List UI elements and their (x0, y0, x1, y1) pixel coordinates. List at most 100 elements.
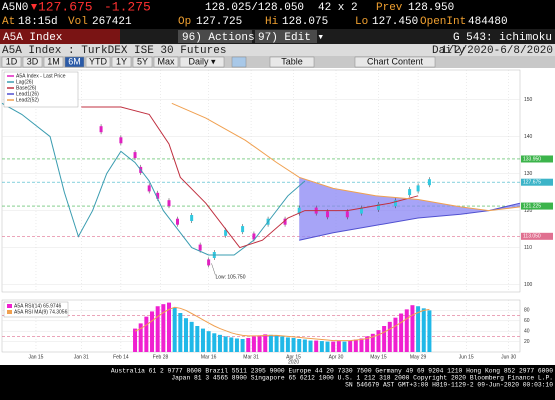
y-tick-label: 40 (524, 329, 530, 335)
histogram-bar (195, 326, 200, 352)
histogram-bar (178, 313, 183, 352)
histogram-bar (161, 304, 166, 352)
series-line (171, 102, 521, 212)
candle-body (241, 226, 245, 233)
histogram-bar (308, 340, 313, 352)
histogram-bar (319, 341, 324, 352)
level-label: 127.675 (523, 180, 541, 186)
histogram-bar (133, 328, 138, 352)
stat-label: Op (178, 16, 191, 28)
candle-body (326, 211, 330, 218)
legend-label: Lead1(26) (16, 91, 39, 97)
stat-label: Hi (265, 16, 279, 28)
range-label: 1D (6, 56, 18, 66)
table-button[interactable] (269, 56, 315, 68)
histogram-bar (353, 339, 358, 352)
prev-label: Prev (376, 2, 403, 14)
ichimoku-cloud (299, 177, 520, 241)
candle-body (224, 229, 228, 236)
range-label: 1M (47, 56, 60, 66)
candle-body (427, 179, 431, 186)
footer: Australia 61 2 9777 8600 Brazil 5511 239… (111, 368, 553, 389)
stat-value: 18:15d (18, 16, 58, 28)
actions-label: 96) Actions ▾ (182, 32, 268, 44)
histogram-bar (331, 341, 336, 352)
histogram-bar (302, 339, 307, 352)
x-tick-label: Mar 31 (243, 354, 259, 360)
histogram-bar (206, 331, 211, 352)
mode-button[interactable] (231, 56, 247, 68)
candle-body (133, 152, 137, 159)
histogram-bar (217, 334, 222, 352)
footer-line: SN 546679 AST GMT+3:00 H819-1129-2 09-Ju… (345, 382, 553, 389)
ticker: A5N0 (2, 2, 28, 14)
candle-body (376, 203, 380, 210)
stat-value: 128.075 (282, 16, 328, 28)
stat-label: At (2, 16, 15, 28)
range-button[interactable] (111, 56, 132, 68)
y-tick-label: 120 (524, 208, 533, 214)
level-tag (521, 155, 553, 163)
stat-label: Lo (355, 16, 368, 28)
range-label: Max (157, 56, 175, 66)
candle-body (198, 244, 202, 251)
histogram-bar (342, 341, 347, 352)
level-label: 113.050 (523, 234, 541, 240)
histogram-bar (167, 302, 172, 352)
range-label: 3D (27, 56, 39, 66)
range-button[interactable] (43, 56, 64, 68)
series-line (1, 102, 306, 256)
histogram-bar (263, 334, 268, 352)
x-tick-label: Jan 15 (28, 354, 43, 360)
candle-body (393, 200, 397, 207)
histogram-bar (297, 339, 302, 352)
histogram-bar (359, 338, 364, 352)
candle-body (175, 218, 179, 225)
actions-button[interactable] (178, 30, 252, 43)
edit-button[interactable] (255, 30, 317, 43)
legend-label: Lead2(52) (16, 97, 39, 103)
candle-body (147, 185, 151, 192)
histogram-bar (410, 305, 415, 352)
candle-body (297, 207, 301, 214)
range-button[interactable] (85, 56, 111, 68)
histogram-bar (223, 336, 228, 352)
security: A5A Index (3, 32, 63, 44)
range-button[interactable] (132, 56, 153, 68)
candle-body (359, 207, 363, 214)
stat-value: 127.450 (372, 16, 418, 28)
histogram-bar (257, 335, 262, 352)
candle-body (345, 211, 349, 218)
level-label: 133.950 (523, 156, 541, 162)
down-arrow (31, 4, 37, 10)
level-tag (521, 232, 553, 240)
x-year-label: 2020 (288, 359, 299, 365)
histogram-bar (229, 337, 234, 352)
legend-box (3, 71, 79, 108)
security-box[interactable] (0, 29, 120, 44)
edit-label: 97) Edit ▾ (258, 32, 324, 44)
chart-content-button[interactable] (354, 56, 436, 68)
range-button[interactable] (1, 56, 22, 68)
histogram-bar (246, 337, 251, 352)
candle-body (252, 233, 256, 240)
stat-label: Vol (68, 16, 88, 28)
histogram-bar (138, 323, 143, 352)
range-button[interactable] (64, 56, 85, 68)
histogram-bar (393, 317, 398, 352)
title-bar (0, 44, 555, 56)
range-button[interactable] (153, 56, 179, 68)
range-button[interactable] (179, 56, 225, 68)
panel-frame (1, 69, 521, 293)
date-range: 1/2/2020-6/8/2020 (441, 45, 553, 57)
footer-line: Australia 61 2 9777 8600 Brazil 5511 239… (111, 368, 553, 375)
range-button[interactable] (22, 56, 43, 68)
chart-content-label: Chart Content (367, 56, 424, 66)
legend-box (3, 301, 69, 318)
candle-body (156, 192, 160, 199)
histogram-bar (234, 338, 239, 352)
table-label: Table (281, 56, 303, 66)
range-label: YTD (89, 56, 108, 66)
candle-body (167, 200, 171, 207)
y-tick-label: 80 (524, 308, 530, 314)
